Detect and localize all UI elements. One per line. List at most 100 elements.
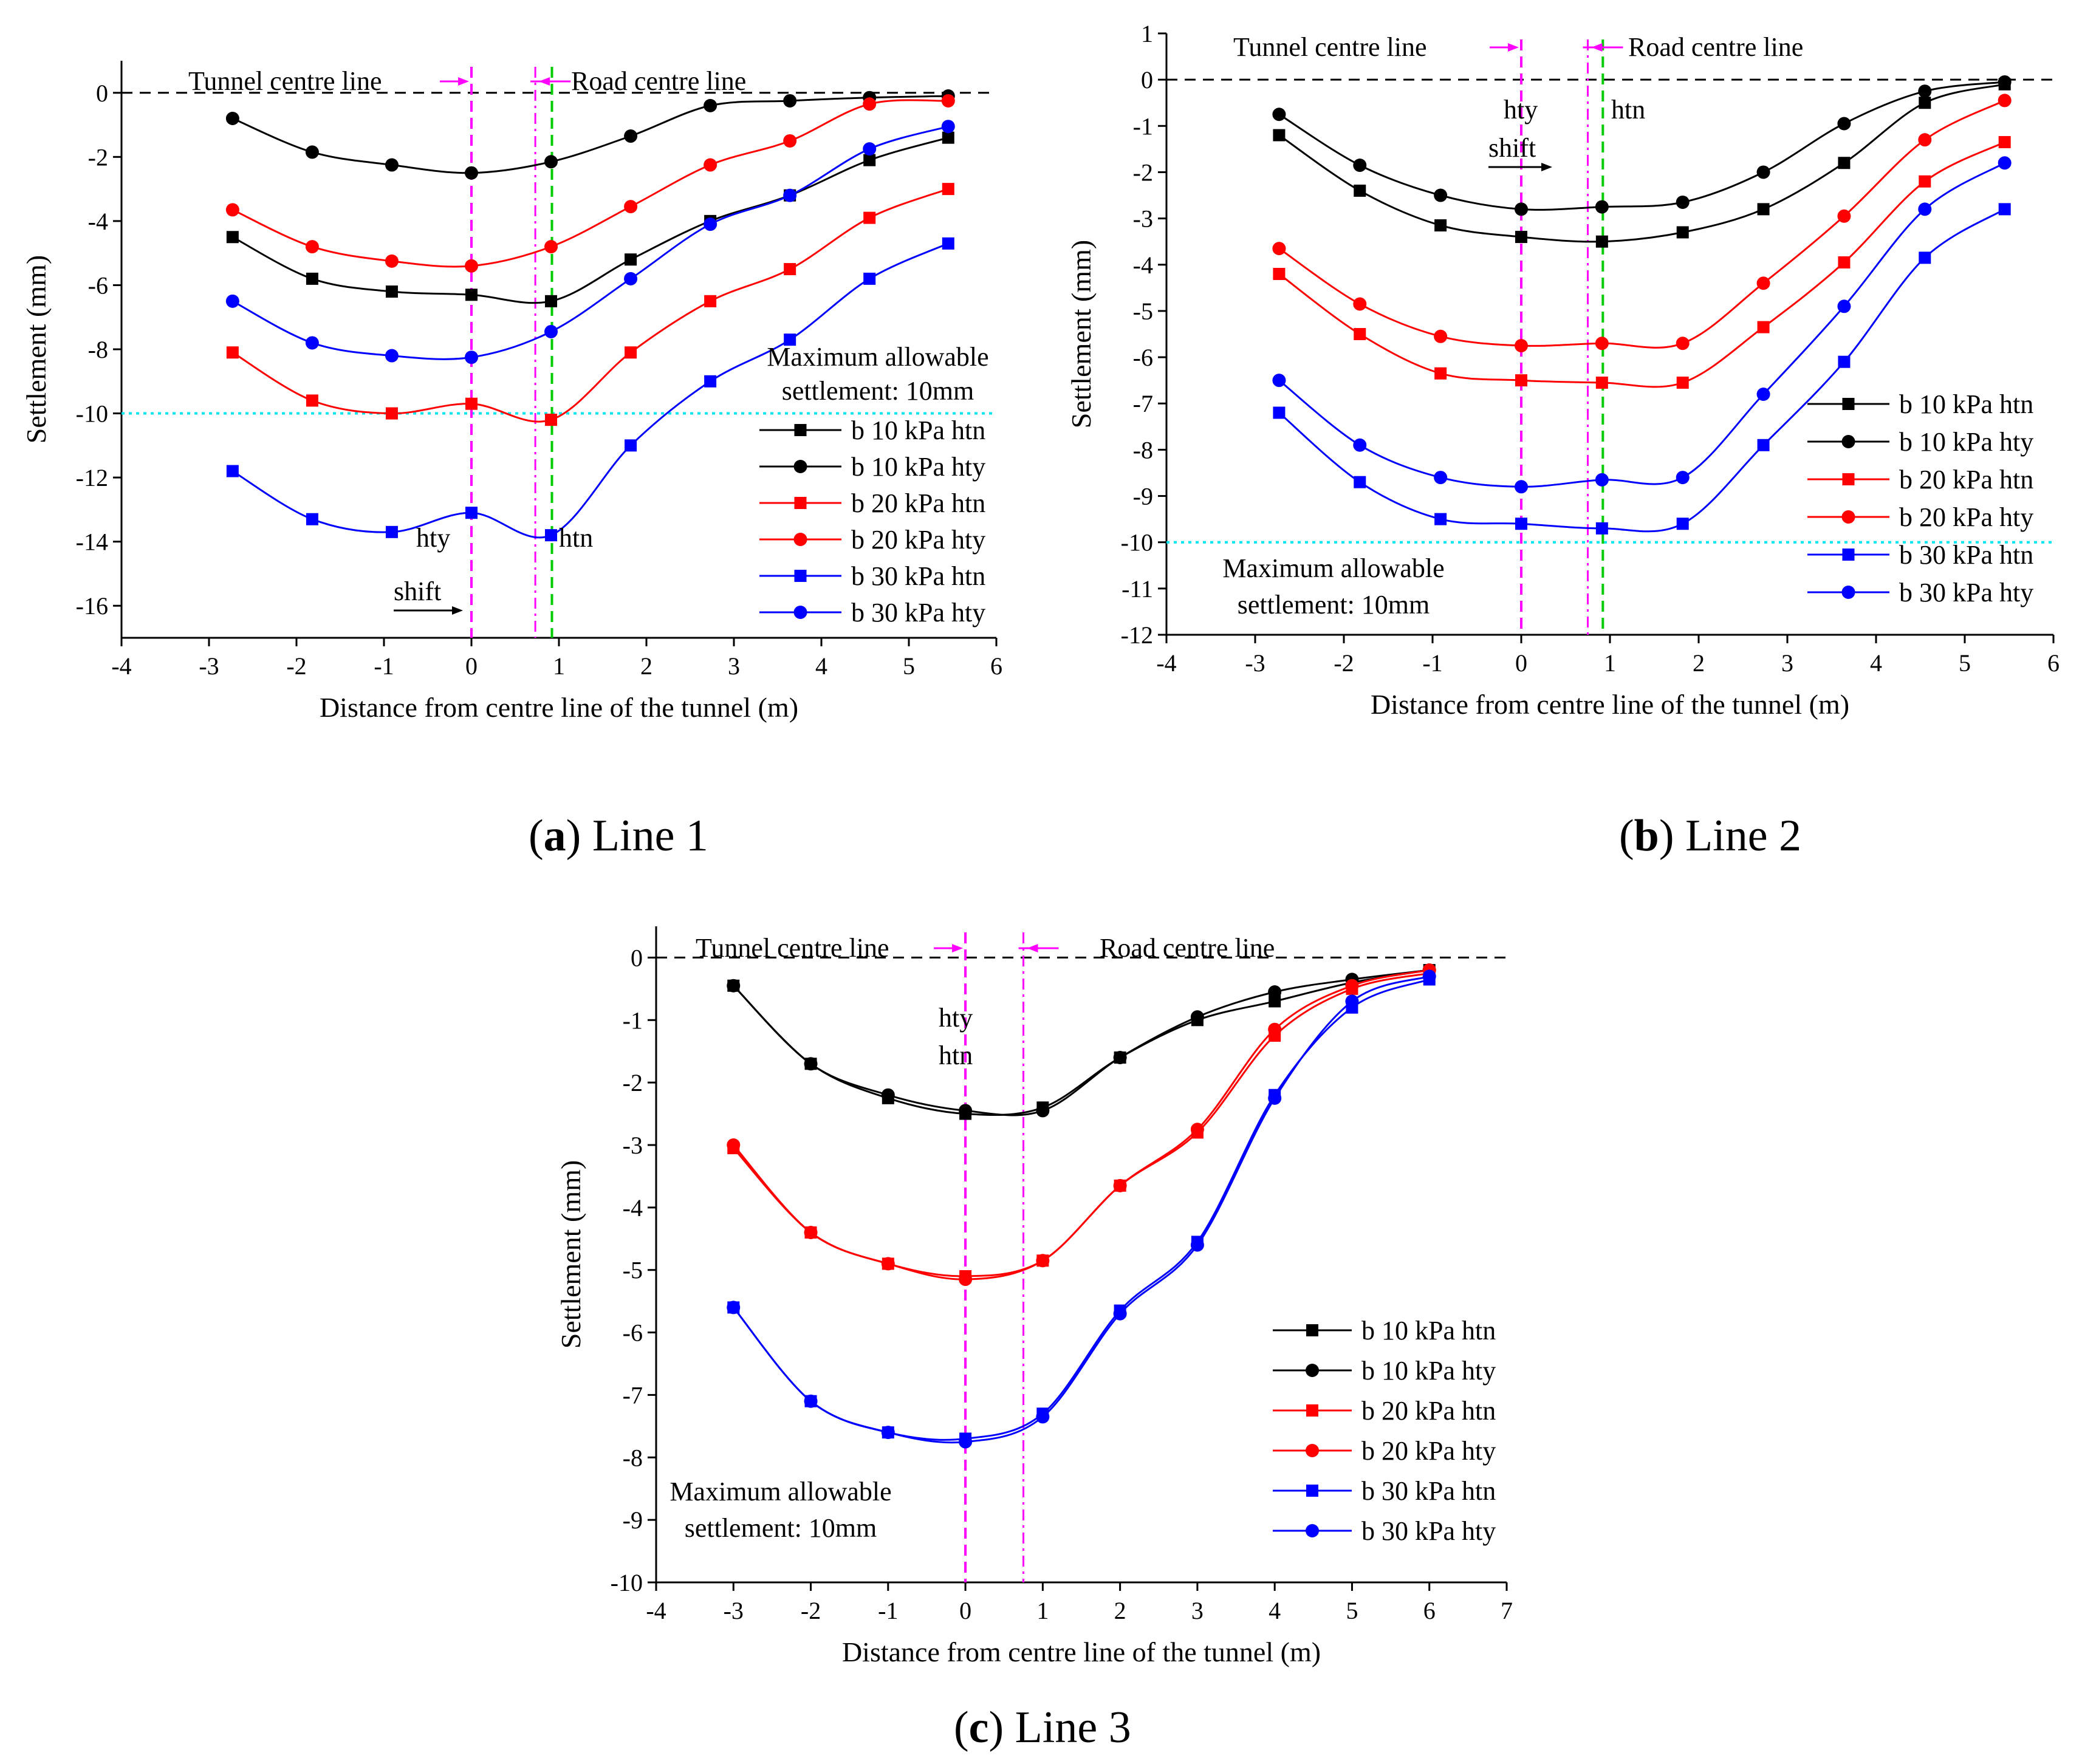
data-point-0-2 [385, 285, 398, 298]
y-tick-label: -4 [623, 1194, 643, 1222]
data-point-3-8 [1345, 979, 1359, 993]
x-tick-label: 5 [1346, 1597, 1358, 1624]
data-point-5-1 [1353, 438, 1367, 452]
data-point-1-3 [1515, 202, 1528, 216]
htn-label: htn [1611, 95, 1645, 125]
data-point-5-3 [465, 350, 478, 364]
x-tick-label: 7 [1501, 1597, 1513, 1624]
data-point-3-0 [1272, 242, 1286, 256]
data-point-0-5 [1676, 226, 1689, 239]
data-point-3-4 [544, 240, 558, 254]
y-tick-label: -3 [623, 1132, 643, 1159]
data-point-1-2 [1434, 188, 1448, 202]
data-point-0-6 [1757, 203, 1770, 216]
data-point-2-6 [704, 295, 717, 307]
x-tick-label: 6 [990, 652, 1002, 680]
data-point-0-5 [625, 253, 637, 266]
y-tick-label: -8 [88, 336, 108, 363]
x-tick-label: 3 [1191, 1597, 1204, 1624]
x-tick-label: -3 [724, 1597, 744, 1624]
max-allowable-label: Maximum allowable [767, 342, 988, 372]
tunnel-centre-arrow-head [458, 77, 469, 86]
data-point-2-1 [306, 394, 318, 407]
data-point-2-0 [226, 346, 239, 359]
x-tick-label: -3 [199, 652, 219, 680]
data-point-5-0 [1272, 374, 1286, 388]
series-line-5 [733, 975, 1430, 1444]
legend-marker-3 [1841, 510, 1855, 524]
data-point-1-6 [1756, 165, 1770, 179]
data-point-5-6 [704, 217, 717, 231]
panel-c: -4 -3 -2 -1 0 1 2 3 4 5 6 70-1-2-3-4-5-6-7-8-9-10Di… [555, 926, 1513, 1752]
data-point-4-9 [942, 237, 954, 250]
y-tick-label: -9 [623, 1506, 643, 1534]
series-line-4 [1278, 208, 2005, 533]
panel-caption: (c) Line 3 [954, 1703, 1131, 1752]
data-point-2-6 [1757, 321, 1770, 333]
y-tick-label: -12 [1121, 621, 1153, 649]
data-point-1-7 [1268, 985, 1282, 999]
x-tick-label: -3 [1245, 649, 1265, 677]
legend-marker-2 [1306, 1404, 1318, 1417]
caption-paren-open: ( [954, 1703, 969, 1752]
legend-label-2: b 20 kPa htn [1361, 1396, 1496, 1426]
x-tick-label: 1 [1604, 649, 1616, 677]
data-point-4-0 [1273, 406, 1286, 419]
data-point-3-0 [727, 1138, 741, 1152]
y-tick-label: -2 [1133, 159, 1153, 186]
caption-paren-close: ) [566, 811, 592, 861]
y-tick-label: -3 [1133, 205, 1153, 233]
caption-title: Line 1 [592, 811, 708, 861]
data-point-5-4 [544, 324, 558, 338]
y-tick-label: -7 [623, 1381, 643, 1409]
data-point-3-3 [959, 1273, 973, 1287]
y-tick-label: -14 [76, 528, 108, 556]
legend-label-1: b 10 kPa hty [1899, 427, 2033, 457]
data-point-5-8 [1918, 202, 1932, 216]
data-point-3-1 [305, 240, 319, 254]
data-point-1-5 [624, 129, 638, 143]
data-point-5-9 [1998, 156, 2012, 170]
data-point-4-5 [1676, 518, 1689, 530]
data-point-4-7 [1838, 355, 1851, 368]
y-tick-label: -5 [623, 1257, 643, 1284]
x-tick-label: -4 [646, 1597, 666, 1624]
caption-title: Line 2 [1685, 811, 1801, 861]
data-point-1-3 [959, 1104, 973, 1118]
road-centre-label: Road centre line [1100, 933, 1275, 963]
legend-label-0: b 10 kPa htn [1899, 389, 2033, 419]
x-tick-label: -2 [1334, 649, 1354, 677]
data-point-4-6 [1757, 439, 1770, 451]
tunnel-centre-label: Tunnel centre line [1233, 32, 1427, 62]
data-point-2-9 [942, 183, 954, 196]
data-point-2-8 [863, 211, 876, 224]
data-point-3-8 [1918, 133, 1932, 147]
caption-title: Line 3 [1015, 1703, 1131, 1752]
data-point-5-1 [305, 336, 319, 350]
road-centre-label: Road centre line [571, 66, 746, 96]
data-point-5-7 [1837, 299, 1851, 313]
data-point-5-2 [881, 1426, 895, 1440]
data-point-3-7 [783, 134, 797, 148]
x-axis-title: Distance from centre line of the tunnel … [842, 1636, 1321, 1667]
y-tick-label: 0 [631, 944, 643, 971]
series-line-0 [733, 969, 1430, 1116]
data-point-4-6 [704, 375, 717, 388]
series-line-2 [1278, 141, 2005, 388]
data-point-1-6 [1190, 1010, 1204, 1024]
data-point-3-5 [624, 200, 638, 214]
data-point-1-1 [804, 1057, 818, 1071]
data-point-1-4 [1036, 1104, 1050, 1118]
data-point-3-2 [1434, 329, 1448, 343]
caption-paren-close: ) [989, 1703, 1015, 1752]
data-point-2-3 [465, 397, 478, 410]
y-tick-label: -1 [1133, 112, 1153, 140]
data-point-1-0 [1272, 108, 1286, 121]
data-point-0-0 [226, 231, 239, 244]
data-point-5-2 [1434, 471, 1448, 485]
x-axis-title: Distance from centre line of the tunnel … [1371, 689, 1849, 720]
data-point-3-1 [1353, 297, 1367, 311]
htn-label: htn [939, 1041, 973, 1070]
data-point-5-4 [1595, 473, 1609, 487]
data-point-3-7 [1268, 1022, 1282, 1036]
